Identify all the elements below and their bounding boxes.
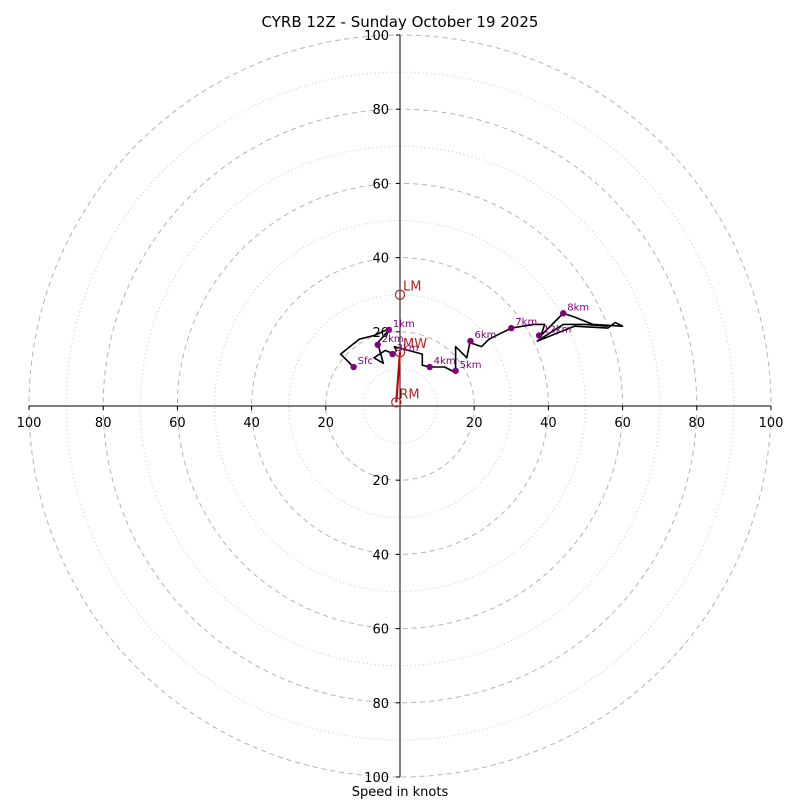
height-marker-point: [452, 367, 459, 374]
height-marker-point: [389, 350, 396, 358]
height-marker-label: 3km: [397, 343, 419, 354]
height-marker-point: [374, 341, 381, 348]
storm-motion-label: MW: [403, 337, 427, 352]
height-marker-label: 6km: [474, 330, 496, 341]
storm-motion-marker: [391, 397, 402, 408]
y-tick-label: 60: [372, 177, 389, 192]
height-marker-point: [350, 363, 357, 371]
storm-motion-label: LM: [403, 280, 421, 295]
y-tick-label: 20: [372, 474, 389, 489]
storm-motion-markers: LM MW RM: [391, 280, 427, 408]
height-marker-label: 12km: [543, 325, 571, 336]
y-tick-label: 100: [364, 771, 389, 786]
height-marker-point: [385, 326, 393, 334]
y-tick-label: 40: [372, 252, 389, 267]
x-tick-label: 20: [466, 416, 483, 431]
height-marker-point: [508, 324, 515, 332]
height-marker-label: 4km: [434, 356, 456, 367]
tick-labels: 100 80 60 40 20 20 40 60 80 100202040406060808010…: [17, 29, 784, 786]
height-marker-point: [560, 310, 567, 317]
y-tick-label: 40: [372, 548, 389, 563]
axes: [29, 35, 771, 777]
height-marker-label: Sfc: [358, 356, 373, 367]
storm-motion-label: RM: [399, 387, 419, 402]
y-tick-label: 60: [372, 623, 389, 638]
x-tick-label: 20: [318, 416, 335, 431]
x-tick-label: 40: [243, 416, 260, 431]
y-tick-label: 80: [372, 697, 389, 712]
x-tick-label: 80: [95, 416, 112, 431]
storm-motion-marker: [394, 347, 406, 358]
height-marker-point: [426, 363, 433, 371]
storm-motion-marker: [394, 289, 406, 300]
x-axis-label: Speed in knots: [352, 785, 449, 800]
height-marker-label: 1km: [393, 319, 415, 330]
y-tick-label: 100: [364, 29, 389, 44]
height-marker-label: 2km: [382, 334, 404, 345]
chart-title: CYRB 12Z - Sunday October 19 2025: [262, 13, 539, 31]
wind-profile-line: [339, 312, 624, 374]
x-tick-label: 40: [540, 416, 557, 431]
height-marker-point: [467, 337, 474, 345]
x-tick-label: 100: [759, 416, 784, 431]
x-tick-label: 80: [689, 416, 706, 431]
height-marker-label: 5km: [460, 360, 482, 371]
height-marker-label: 8km: [567, 302, 589, 313]
height-marker-point: [535, 332, 543, 339]
x-tick-label: 60: [169, 416, 186, 431]
x-tick-label: 100: [17, 416, 42, 431]
height-marker-label: 7km: [515, 317, 537, 328]
y-tick-label: 80: [372, 103, 389, 118]
x-tick-label: 60: [614, 416, 631, 431]
wind-profile-series: [339, 312, 624, 403]
shear-vector-line: [395, 352, 402, 403]
